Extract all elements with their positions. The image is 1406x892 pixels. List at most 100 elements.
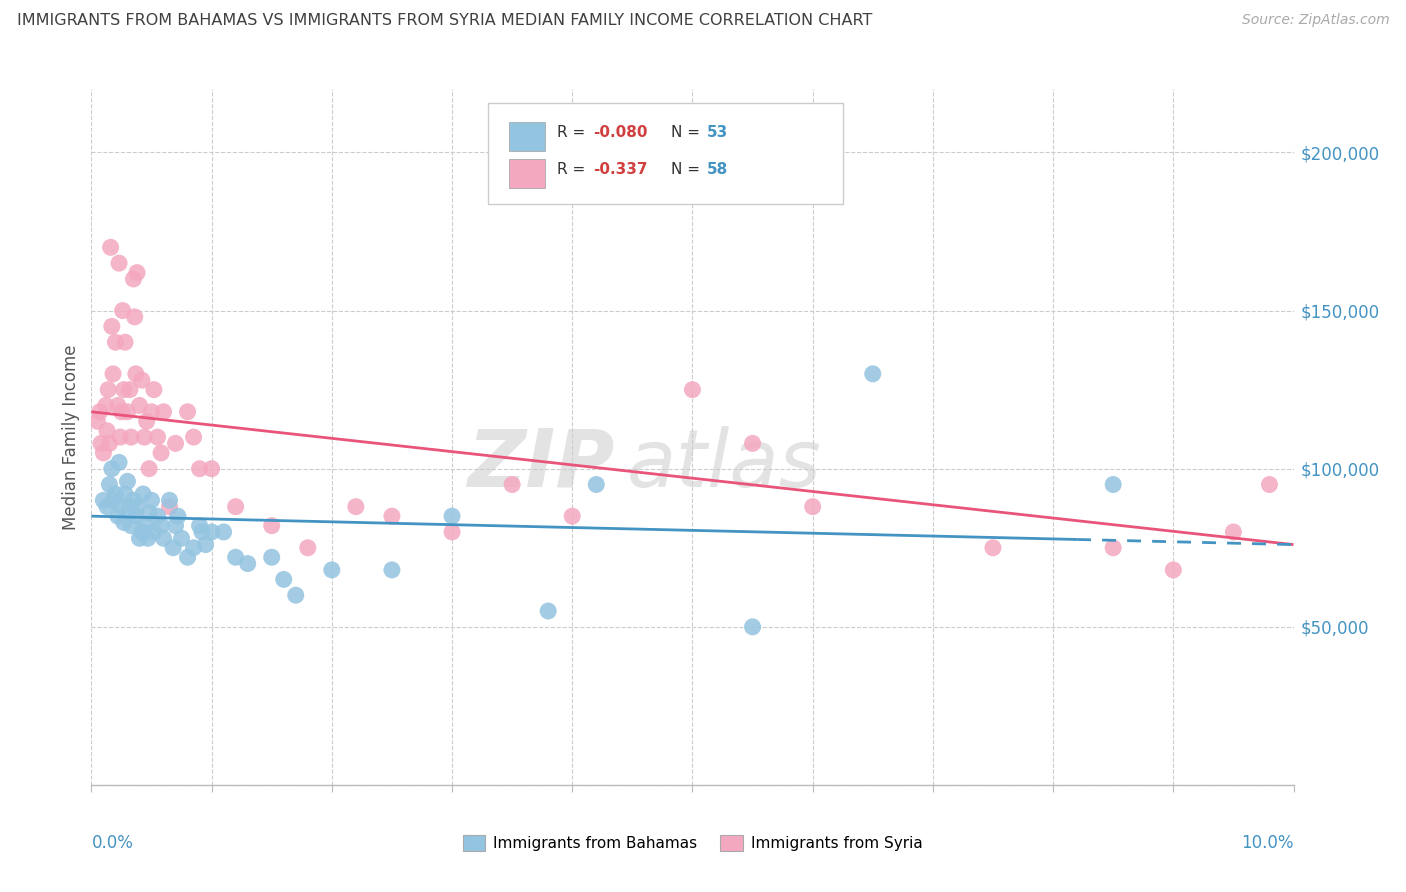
Point (107, 509, 129, 524)
Point (136, 531, 159, 545)
Point (1102, 477, 1125, 491)
Point (188, 518, 211, 533)
Point (110, 430, 132, 444)
Point (141, 405, 163, 419)
Point (107, 399, 129, 413)
Text: R =: R = (557, 162, 589, 178)
Point (176, 550, 198, 565)
Point (165, 518, 187, 533)
Point (97, 383, 120, 397)
Y-axis label: Median Family Income: Median Family Income (62, 344, 80, 530)
Point (86, 414, 108, 428)
Point (236, 557, 259, 571)
Point (146, 430, 169, 444)
Point (321, 563, 343, 577)
Point (108, 256, 131, 270)
Point (114, 335, 136, 350)
Point (131, 524, 153, 539)
Point (170, 531, 193, 545)
Point (585, 477, 607, 491)
Point (132, 487, 155, 501)
Point (96, 424, 118, 438)
Point (284, 588, 307, 602)
Text: 53: 53 (707, 126, 728, 140)
Point (440, 509, 463, 524)
Point (138, 506, 160, 520)
Point (117, 405, 139, 419)
Point (104, 335, 127, 350)
Point (194, 538, 217, 552)
Point (201, 461, 224, 475)
Point (118, 383, 141, 397)
Point (93, 493, 115, 508)
Point (101, 319, 124, 334)
Point (191, 524, 214, 539)
Point (146, 509, 169, 524)
Point (100, 240, 122, 254)
Text: ZIP: ZIP (467, 425, 614, 504)
Point (176, 405, 198, 419)
Point (1161, 563, 1184, 577)
Text: 58: 58 (707, 162, 728, 178)
FancyBboxPatch shape (509, 122, 544, 151)
Point (188, 461, 211, 475)
Point (120, 518, 142, 533)
Text: N =: N = (671, 162, 704, 178)
Point (801, 500, 824, 514)
Point (112, 516, 135, 530)
Point (122, 493, 145, 508)
Point (1102, 541, 1125, 555)
Point (260, 550, 283, 565)
Point (96, 500, 118, 514)
Point (101, 461, 124, 475)
Point (741, 436, 763, 450)
Point (108, 455, 131, 469)
Point (134, 430, 156, 444)
Point (159, 500, 181, 514)
Point (344, 500, 367, 514)
Point (114, 487, 136, 501)
Point (122, 272, 145, 286)
Point (1258, 477, 1281, 491)
Point (110, 500, 132, 514)
Point (165, 436, 187, 450)
Point (110, 405, 132, 419)
Point (159, 493, 181, 508)
Point (125, 266, 148, 280)
Point (93, 446, 115, 460)
Point (273, 573, 295, 587)
Point (537, 604, 560, 618)
Point (152, 405, 174, 419)
Point (128, 531, 150, 545)
Legend: Immigrants from Bahamas, Immigrants from Syria: Immigrants from Bahamas, Immigrants from… (457, 830, 928, 857)
Text: R =: R = (557, 126, 589, 140)
Point (741, 620, 763, 634)
Point (89, 405, 111, 419)
Point (981, 541, 1004, 555)
Point (98, 436, 121, 450)
Text: Source: ZipAtlas.com: Source: ZipAtlas.com (1241, 13, 1389, 28)
Point (225, 500, 247, 514)
Point (167, 509, 190, 524)
Point (141, 493, 163, 508)
Point (98, 477, 121, 491)
Point (183, 541, 205, 555)
Text: -0.337: -0.337 (593, 162, 647, 178)
Point (142, 524, 165, 539)
Point (201, 524, 224, 539)
Text: 0.0%: 0.0% (91, 834, 134, 852)
Point (124, 310, 146, 324)
Point (118, 500, 141, 514)
Point (90, 436, 112, 450)
FancyBboxPatch shape (488, 103, 842, 204)
Point (150, 446, 173, 460)
Point (501, 477, 523, 491)
Point (681, 383, 703, 397)
Point (104, 487, 127, 501)
Point (162, 541, 184, 555)
Point (128, 399, 150, 413)
Point (440, 524, 463, 539)
Text: IMMIGRANTS FROM BAHAMAS VS IMMIGRANTS FROM SYRIA MEDIAN FAMILY INCOME CORRELATIO: IMMIGRANTS FROM BAHAMAS VS IMMIGRANTS FR… (17, 13, 872, 29)
Point (225, 550, 247, 565)
Point (101, 493, 124, 508)
